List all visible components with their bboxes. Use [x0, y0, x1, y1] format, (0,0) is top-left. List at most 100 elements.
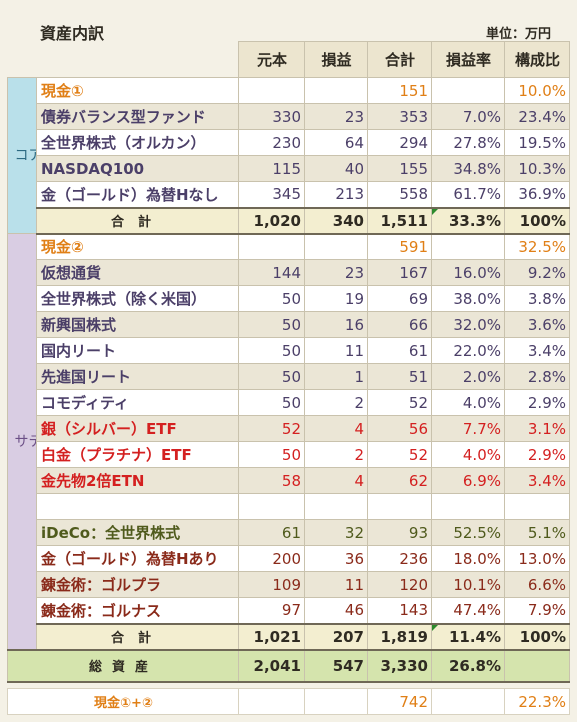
- cell-name: 新興国株式: [36, 311, 239, 338]
- cell-rate: 7.7%: [431, 415, 505, 442]
- cell-name: 現金①: [36, 77, 239, 104]
- table-row: 白金（プラチナ）ETF 50 2 52 4.0% 2.9%: [8, 441, 570, 468]
- cell-share: 13.0%: [504, 545, 570, 572]
- cell-rate: 34.8%: [431, 155, 505, 182]
- col-header-principal: 元本: [238, 41, 305, 78]
- cell-principal: [238, 233, 305, 260]
- cell-rate: 27.8%: [431, 129, 505, 156]
- table-row: 全世界株式（除く米国） 50 19 69 38.0% 3.8%: [8, 285, 570, 312]
- cell-rate: 10.1%: [431, 571, 505, 598]
- cell-name: 白金（プラチナ）ETF: [36, 441, 239, 468]
- cash-total-empty: [238, 688, 305, 715]
- cell-total: 294: [367, 129, 432, 156]
- cell-name: 全世界株式（オルカン）: [36, 129, 239, 156]
- header-spacer: [37, 42, 239, 78]
- header-spacer: [8, 42, 37, 78]
- cell-share: 7.9%: [504, 597, 570, 624]
- header-row: 元本 損益 合計 損益率 構成比: [8, 41, 570, 78]
- cell-total: 51: [367, 363, 432, 390]
- core-group-text: コア資産: [14, 148, 36, 164]
- table-row: 仮想通貨 144 23 167 16.0% 9.2%: [8, 259, 570, 286]
- cell-share: 100%: [504, 206, 570, 235]
- cell-total: 52: [367, 389, 432, 416]
- cell-share: 2.9%: [504, 441, 570, 468]
- cell-rate: 7.0%: [431, 103, 505, 130]
- cell-value: 11.4%: [448, 627, 501, 646]
- cell-pnl: 40: [304, 155, 368, 182]
- cell-pnl: 46: [304, 597, 368, 624]
- cell-rate: 38.0%: [431, 285, 505, 312]
- cell-total: 66: [367, 311, 432, 338]
- cell-principal: 109: [238, 571, 305, 598]
- cell-principal: 58: [238, 467, 305, 494]
- table-row: 債券バランス型ファンド 330 23 353 7.0% 23.4%: [8, 103, 570, 130]
- cash-total-row: 現金①+② 742 22.3%: [7, 688, 570, 715]
- cell-principal: 144: [238, 259, 305, 286]
- cell-total: 3,330: [367, 648, 432, 683]
- cell-principal: 61: [238, 519, 305, 546]
- cell-name: NASDAQ100: [36, 155, 239, 182]
- col-header-rate: 損益率: [431, 41, 505, 78]
- cell-rate: 47.4%: [431, 597, 505, 624]
- cell-pnl: 23: [304, 259, 368, 286]
- cell-rate: 4.0%: [431, 441, 505, 468]
- cell-principal: 200: [238, 545, 305, 572]
- cell-name: 錬金術：ゴルプラ: [36, 571, 239, 598]
- cell-total: 155: [367, 155, 432, 182]
- cell-value: 33.3%: [448, 211, 501, 230]
- cell-principal: 97: [238, 597, 305, 624]
- cell-rate: [431, 493, 505, 520]
- cell-rate: 61.7%: [431, 181, 505, 208]
- cell-share: 32.5%: [504, 233, 570, 260]
- cell-marker-icon: [432, 209, 438, 215]
- subtotal-label: 合計: [36, 206, 239, 235]
- cell-name: 銀（シルバー）ETF: [36, 415, 239, 442]
- cell-principal: 50: [238, 337, 305, 364]
- cell-share: 3.8%: [504, 285, 570, 312]
- cell-rate: 22.0%: [431, 337, 505, 364]
- table-row: コア資産 現金① 151 10.0%: [7, 77, 570, 234]
- cash-total-empty: [431, 688, 505, 715]
- cell-pnl: [304, 233, 368, 260]
- cell-name: コモディティ: [36, 389, 239, 416]
- cell-principal: 115: [238, 155, 305, 182]
- col-header-pnl: 損益: [304, 41, 368, 78]
- table-row: コモディティ 50 2 52 4.0% 2.9%: [8, 389, 570, 416]
- cell-rate: 52.5%: [431, 519, 505, 546]
- cell-principal: 50: [238, 389, 305, 416]
- cell-share: 5.1%: [504, 519, 570, 546]
- cell-share: [504, 648, 570, 683]
- cell-name: 錬金術：ゴルナス: [36, 597, 239, 624]
- table-row: iDeCo：全世界株式 61 32 93 52.5% 5.1%: [8, 519, 570, 546]
- cell-name: 先進国リート: [36, 363, 239, 390]
- grand-total-row: 総資産 2,041 547 3,330 26.8%: [7, 648, 570, 683]
- table-row: サテライト資産 現金② 591 32.5%: [7, 233, 570, 650]
- cash-total-label: 現金①+②: [7, 688, 239, 715]
- cell-pnl: 32: [304, 519, 368, 546]
- page-title: 資産内訳: [40, 24, 105, 43]
- cell-total: 52: [367, 441, 432, 468]
- table-row: 錬金術：ゴルナス 97 46 143 47.4% 7.9%: [8, 597, 570, 624]
- cell-name: 仮想通貨: [36, 259, 239, 286]
- core-subtotal-row: 合計 1,020 340 1,511 33.3% 100%: [8, 206, 570, 235]
- cell-principal: 50: [238, 285, 305, 312]
- cash-total-table: 現金①+② 742 22.3%: [7, 688, 570, 715]
- cell-share: 23.4%: [504, 103, 570, 130]
- cell-name: 国内リート: [36, 337, 239, 364]
- cell-total: 62: [367, 467, 432, 494]
- cell-principal: 330: [238, 103, 305, 130]
- cell-pnl: 11: [304, 337, 368, 364]
- cell-share: 36.9%: [504, 181, 570, 208]
- table-row: 金（ゴールド）為替Hなし 345 213 558 61.7% 36.9%: [8, 181, 570, 208]
- cash-total-share: 22.3%: [504, 688, 570, 715]
- table-row: 金先物2倍ETN 58 4 62 6.9% 3.4%: [8, 467, 570, 494]
- cell-share: 3.4%: [504, 337, 570, 364]
- table-row: NASDAQ100 115 40 155 34.8% 10.3%: [8, 155, 570, 182]
- col-header-share: 構成比: [504, 41, 570, 78]
- table-row: 金（ゴールド）為替Hあり 200 36 236 18.0% 13.0%: [8, 545, 570, 572]
- cash-total-empty: [304, 688, 368, 715]
- cell-share: 19.5%: [504, 129, 570, 156]
- cell-share: 3.1%: [504, 415, 570, 442]
- cell-rate: 26.8%: [431, 648, 505, 683]
- cell-share: [504, 493, 570, 520]
